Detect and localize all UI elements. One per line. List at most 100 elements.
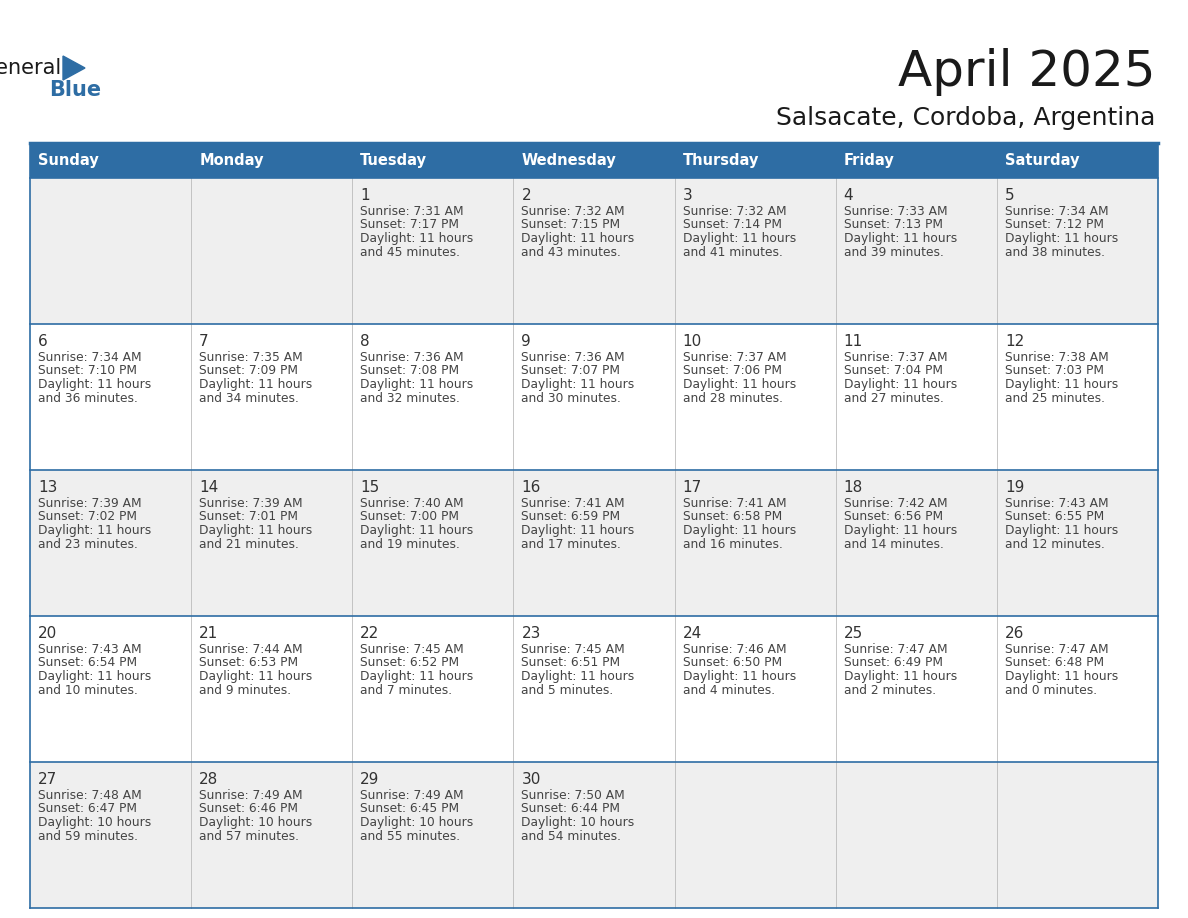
Bar bbox=[30, 324, 1158, 470]
Text: Sunset: 6:58 PM: Sunset: 6:58 PM bbox=[683, 510, 782, 523]
Text: Sunrise: 7:50 AM: Sunrise: 7:50 AM bbox=[522, 789, 625, 802]
Text: Sunrise: 7:43 AM: Sunrise: 7:43 AM bbox=[38, 643, 141, 656]
Text: Friday: Friday bbox=[843, 153, 895, 168]
Text: Sunrise: 7:38 AM: Sunrise: 7:38 AM bbox=[1005, 351, 1108, 364]
Text: April 2025: April 2025 bbox=[897, 48, 1155, 96]
Text: Sunrise: 7:49 AM: Sunrise: 7:49 AM bbox=[200, 789, 303, 802]
Text: Sunday: Sunday bbox=[38, 153, 99, 168]
Text: Daylight: 11 hours: Daylight: 11 hours bbox=[360, 232, 474, 245]
Text: Daylight: 11 hours: Daylight: 11 hours bbox=[683, 670, 796, 683]
Text: Sunset: 7:07 PM: Sunset: 7:07 PM bbox=[522, 364, 620, 377]
Text: 25: 25 bbox=[843, 626, 862, 641]
Text: Sunset: 7:04 PM: Sunset: 7:04 PM bbox=[843, 364, 943, 377]
Text: 23: 23 bbox=[522, 626, 541, 641]
Text: and 39 minutes.: and 39 minutes. bbox=[843, 245, 943, 259]
Text: Sunset: 6:53 PM: Sunset: 6:53 PM bbox=[200, 656, 298, 669]
Bar bbox=[191, 143, 353, 178]
Text: Sunrise: 7:36 AM: Sunrise: 7:36 AM bbox=[522, 351, 625, 364]
Text: Sunset: 7:01 PM: Sunset: 7:01 PM bbox=[200, 510, 298, 523]
Bar bbox=[30, 143, 191, 178]
Text: 1: 1 bbox=[360, 188, 369, 203]
Text: 24: 24 bbox=[683, 626, 702, 641]
Bar bbox=[997, 143, 1158, 178]
Text: 17: 17 bbox=[683, 480, 702, 495]
Text: Daylight: 11 hours: Daylight: 11 hours bbox=[1005, 524, 1118, 537]
Text: Sunset: 6:55 PM: Sunset: 6:55 PM bbox=[1005, 510, 1104, 523]
Text: 16: 16 bbox=[522, 480, 541, 495]
Text: and 17 minutes.: and 17 minutes. bbox=[522, 538, 621, 551]
Text: and 41 minutes.: and 41 minutes. bbox=[683, 245, 783, 259]
Text: Daylight: 11 hours: Daylight: 11 hours bbox=[360, 670, 474, 683]
Text: and 2 minutes.: and 2 minutes. bbox=[843, 684, 936, 697]
Text: Sunrise: 7:36 AM: Sunrise: 7:36 AM bbox=[360, 351, 463, 364]
Text: 18: 18 bbox=[843, 480, 862, 495]
Text: Sunrise: 7:42 AM: Sunrise: 7:42 AM bbox=[843, 497, 947, 510]
Text: Sunset: 6:45 PM: Sunset: 6:45 PM bbox=[360, 802, 460, 815]
Text: Sunset: 6:51 PM: Sunset: 6:51 PM bbox=[522, 656, 620, 669]
Text: 10: 10 bbox=[683, 334, 702, 349]
Text: Sunrise: 7:37 AM: Sunrise: 7:37 AM bbox=[683, 351, 786, 364]
Text: Sunset: 7:14 PM: Sunset: 7:14 PM bbox=[683, 218, 782, 231]
Text: Sunrise: 7:48 AM: Sunrise: 7:48 AM bbox=[38, 789, 141, 802]
Text: Daylight: 11 hours: Daylight: 11 hours bbox=[522, 524, 634, 537]
Text: and 5 minutes.: and 5 minutes. bbox=[522, 684, 614, 697]
Text: and 55 minutes.: and 55 minutes. bbox=[360, 830, 461, 843]
Text: Sunset: 7:15 PM: Sunset: 7:15 PM bbox=[522, 218, 620, 231]
Text: Sunset: 7:12 PM: Sunset: 7:12 PM bbox=[1005, 218, 1104, 231]
Bar bbox=[30, 178, 1158, 324]
Text: and 4 minutes.: and 4 minutes. bbox=[683, 684, 775, 697]
Text: Daylight: 11 hours: Daylight: 11 hours bbox=[1005, 232, 1118, 245]
Text: 29: 29 bbox=[360, 772, 380, 787]
Text: and 0 minutes.: and 0 minutes. bbox=[1005, 684, 1097, 697]
Text: Monday: Monday bbox=[200, 153, 264, 168]
Text: 15: 15 bbox=[360, 480, 379, 495]
Text: Daylight: 11 hours: Daylight: 11 hours bbox=[360, 524, 474, 537]
Text: and 10 minutes.: and 10 minutes. bbox=[38, 684, 138, 697]
Text: Sunrise: 7:41 AM: Sunrise: 7:41 AM bbox=[683, 497, 786, 510]
Text: Sunrise: 7:47 AM: Sunrise: 7:47 AM bbox=[1005, 643, 1108, 656]
Text: Tuesday: Tuesday bbox=[360, 153, 428, 168]
Text: Sunrise: 7:39 AM: Sunrise: 7:39 AM bbox=[200, 497, 303, 510]
Text: 9: 9 bbox=[522, 334, 531, 349]
Text: 2: 2 bbox=[522, 188, 531, 203]
Text: Daylight: 10 hours: Daylight: 10 hours bbox=[360, 816, 474, 829]
Text: and 45 minutes.: and 45 minutes. bbox=[360, 245, 460, 259]
Text: and 25 minutes.: and 25 minutes. bbox=[1005, 391, 1105, 405]
Text: 4: 4 bbox=[843, 188, 853, 203]
Text: Sunset: 7:06 PM: Sunset: 7:06 PM bbox=[683, 364, 782, 377]
Text: Daylight: 11 hours: Daylight: 11 hours bbox=[843, 670, 958, 683]
Text: Daylight: 11 hours: Daylight: 11 hours bbox=[38, 670, 151, 683]
Text: Wednesday: Wednesday bbox=[522, 153, 617, 168]
Text: Sunset: 6:56 PM: Sunset: 6:56 PM bbox=[843, 510, 943, 523]
Text: Sunset: 6:59 PM: Sunset: 6:59 PM bbox=[522, 510, 620, 523]
Text: 3: 3 bbox=[683, 188, 693, 203]
Text: Daylight: 10 hours: Daylight: 10 hours bbox=[38, 816, 151, 829]
Text: Sunrise: 7:40 AM: Sunrise: 7:40 AM bbox=[360, 497, 463, 510]
Text: and 43 minutes.: and 43 minutes. bbox=[522, 245, 621, 259]
Text: Sunset: 6:44 PM: Sunset: 6:44 PM bbox=[522, 802, 620, 815]
Text: and 7 minutes.: and 7 minutes. bbox=[360, 684, 453, 697]
Text: Sunset: 6:52 PM: Sunset: 6:52 PM bbox=[360, 656, 460, 669]
Text: 8: 8 bbox=[360, 334, 369, 349]
Text: 12: 12 bbox=[1005, 334, 1024, 349]
Text: 26: 26 bbox=[1005, 626, 1024, 641]
Text: Sunset: 7:02 PM: Sunset: 7:02 PM bbox=[38, 510, 137, 523]
Text: 19: 19 bbox=[1005, 480, 1024, 495]
Text: Blue: Blue bbox=[49, 80, 101, 100]
Text: Daylight: 11 hours: Daylight: 11 hours bbox=[683, 524, 796, 537]
Text: Sunrise: 7:34 AM: Sunrise: 7:34 AM bbox=[38, 351, 141, 364]
Text: and 32 minutes.: and 32 minutes. bbox=[360, 391, 460, 405]
Text: Daylight: 11 hours: Daylight: 11 hours bbox=[200, 524, 312, 537]
Bar bbox=[513, 143, 675, 178]
Text: Sunrise: 7:34 AM: Sunrise: 7:34 AM bbox=[1005, 205, 1108, 218]
Text: Sunrise: 7:32 AM: Sunrise: 7:32 AM bbox=[522, 205, 625, 218]
Text: and 21 minutes.: and 21 minutes. bbox=[200, 538, 299, 551]
Text: Sunrise: 7:37 AM: Sunrise: 7:37 AM bbox=[843, 351, 947, 364]
Text: and 57 minutes.: and 57 minutes. bbox=[200, 830, 299, 843]
Text: Sunrise: 7:44 AM: Sunrise: 7:44 AM bbox=[200, 643, 303, 656]
Text: 11: 11 bbox=[843, 334, 862, 349]
Text: Daylight: 10 hours: Daylight: 10 hours bbox=[522, 816, 634, 829]
Text: and 14 minutes.: and 14 minutes. bbox=[843, 538, 943, 551]
Text: and 54 minutes.: and 54 minutes. bbox=[522, 830, 621, 843]
Text: 14: 14 bbox=[200, 480, 219, 495]
